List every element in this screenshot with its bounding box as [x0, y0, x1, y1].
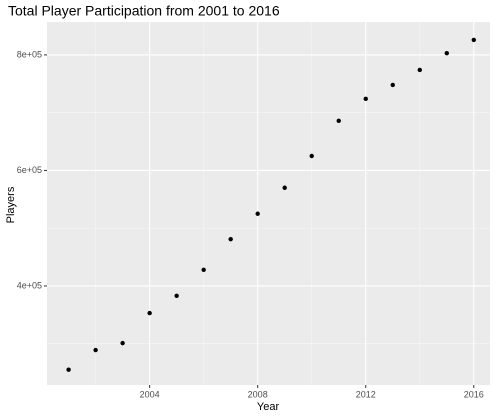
point	[471, 37, 476, 43]
point	[201, 267, 206, 272]
point	[282, 185, 287, 190]
y-axis-title: Players	[5, 186, 17, 223]
chart-title: Total Player Participation from 2001 to …	[8, 3, 280, 19]
y-tick-label: 4e+05	[17, 280, 42, 290]
point	[93, 347, 98, 353]
point	[228, 236, 233, 242]
point	[66, 367, 71, 372]
plot-panel	[47, 22, 490, 385]
y-tick-label: 8e+05	[17, 49, 42, 59]
point	[174, 293, 179, 298]
x-tick-label: 2016	[464, 389, 484, 399]
x-axis-title: Year	[257, 401, 280, 413]
point	[417, 67, 422, 73]
point	[147, 310, 152, 316]
point	[255, 211, 260, 216]
x-tick-label: 2012	[356, 389, 376, 399]
point	[390, 82, 395, 88]
point	[363, 96, 368, 102]
x-tick-label: 2008	[248, 389, 268, 399]
point	[309, 153, 314, 159]
point	[336, 118, 341, 123]
x-tick-label: 2004	[140, 389, 160, 399]
y-tick-label: 6e+05	[17, 165, 42, 175]
point	[120, 340, 125, 346]
point	[444, 50, 449, 56]
